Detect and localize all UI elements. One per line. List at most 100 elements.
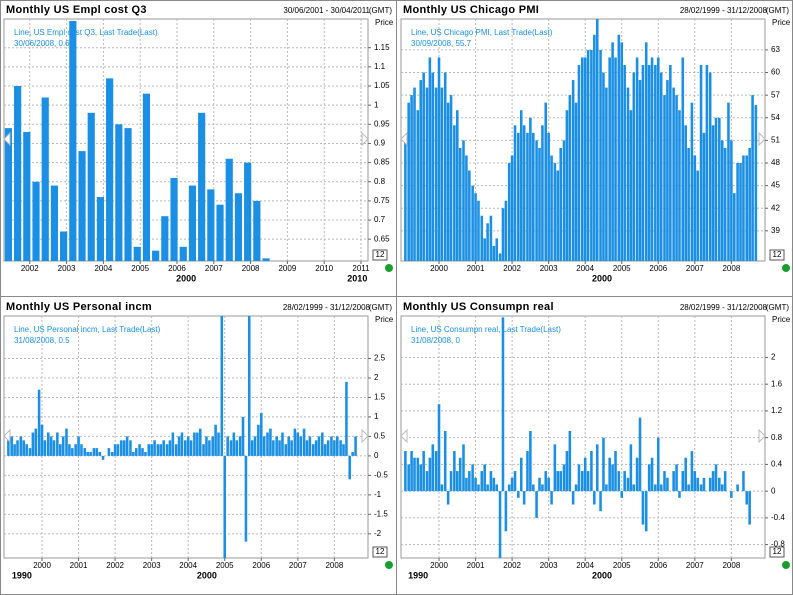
bar (115, 124, 123, 261)
x-tick-label: 2006 (649, 561, 667, 570)
bar (510, 155, 514, 261)
bar (302, 428, 306, 456)
bar (404, 136, 407, 261)
bar (751, 95, 754, 261)
bar (443, 430, 447, 492)
bar (69, 20, 77, 261)
bar (702, 132, 706, 261)
y-tick-label: 1.05 (374, 81, 390, 90)
bar (507, 162, 511, 261)
bar (422, 451, 425, 492)
decade-label: 1990 (12, 570, 32, 580)
bar (486, 223, 489, 261)
bar (654, 64, 657, 261)
bar (684, 125, 687, 261)
bar (535, 140, 538, 261)
bar (532, 484, 535, 492)
bar (19, 436, 23, 456)
date-range: 28/02/1999 - 31/12/2008 (283, 303, 371, 312)
bar (211, 436, 214, 456)
bar (736, 484, 739, 492)
y-tick-label: 60 (771, 68, 780, 77)
bar (690, 102, 694, 261)
bar (720, 484, 724, 492)
bar (748, 147, 751, 261)
bar (296, 432, 300, 456)
scale-button-box[interactable] (769, 546, 785, 558)
bar (541, 484, 544, 492)
legend-text: 31/08/2008, 0.5 (14, 336, 70, 345)
chart-title: Monthly US Chicago PMI (403, 4, 539, 16)
plot-area (3, 315, 369, 559)
bar (614, 451, 617, 492)
bar (538, 477, 541, 492)
bar (34, 428, 38, 456)
scale-button-box[interactable] (372, 249, 388, 261)
bar (129, 440, 132, 456)
bar (556, 471, 560, 492)
bar (723, 147, 727, 261)
bar (49, 436, 53, 456)
bar (455, 110, 459, 261)
bar (468, 471, 471, 492)
bar (299, 436, 303, 456)
bar (244, 162, 252, 261)
bar (590, 49, 593, 261)
bar (708, 72, 712, 261)
bar (50, 185, 59, 261)
bar (693, 471, 697, 492)
bar (462, 444, 465, 492)
bar (522, 125, 526, 261)
decade-label: 2010 (347, 273, 367, 283)
x-tick-label: 2005 (216, 561, 234, 570)
legend-text: 30/09/2008, 55.7 (411, 39, 472, 48)
bar (571, 491, 575, 505)
bar (189, 440, 193, 456)
x-tick-label: 2007 (686, 561, 704, 570)
bar (125, 436, 129, 456)
chart-title: Monthly US Consumpn real (403, 301, 554, 313)
bar (41, 97, 49, 261)
bar (144, 452, 147, 456)
bar (87, 112, 95, 261)
bar (28, 448, 32, 456)
y-tick-label: 0.7 (374, 215, 386, 224)
bar (147, 444, 151, 456)
y-tick-label: 0 (771, 486, 776, 495)
bar (522, 491, 526, 505)
bar (526, 451, 529, 492)
y-tick-label: 0.5 (374, 432, 386, 441)
bar (718, 477, 721, 492)
plot-area (3, 18, 369, 262)
x-tick-label: 2007 (289, 561, 307, 570)
status-dot (385, 264, 393, 272)
bar (4, 128, 13, 261)
bar (348, 455, 352, 480)
y-tick-label: 39 (771, 226, 780, 235)
bar (159, 444, 163, 456)
bar (22, 440, 26, 456)
bar (443, 72, 447, 261)
bar (696, 170, 700, 261)
bar (354, 436, 357, 456)
y-tick-label: 63 (771, 45, 780, 54)
x-tick-label: 2003 (58, 264, 76, 273)
x-tick-label: 2000 (430, 264, 448, 273)
y-tick-label: 0.65 (374, 234, 390, 243)
bar (339, 440, 342, 456)
bar (608, 457, 611, 492)
bar (425, 471, 429, 492)
bar (474, 193, 477, 261)
scale-button-box[interactable] (769, 249, 785, 261)
scale-button-box[interactable] (372, 546, 388, 558)
bar (58, 444, 62, 456)
bar (529, 117, 532, 261)
bar (577, 64, 581, 261)
y-tick-label: 51 (771, 135, 780, 144)
scale-button: 12 (773, 250, 782, 259)
bar (330, 436, 333, 456)
scale-button: 12 (773, 547, 782, 556)
bar (14, 86, 22, 261)
bar (287, 436, 290, 456)
x-tick-label: 2003 (143, 561, 161, 570)
